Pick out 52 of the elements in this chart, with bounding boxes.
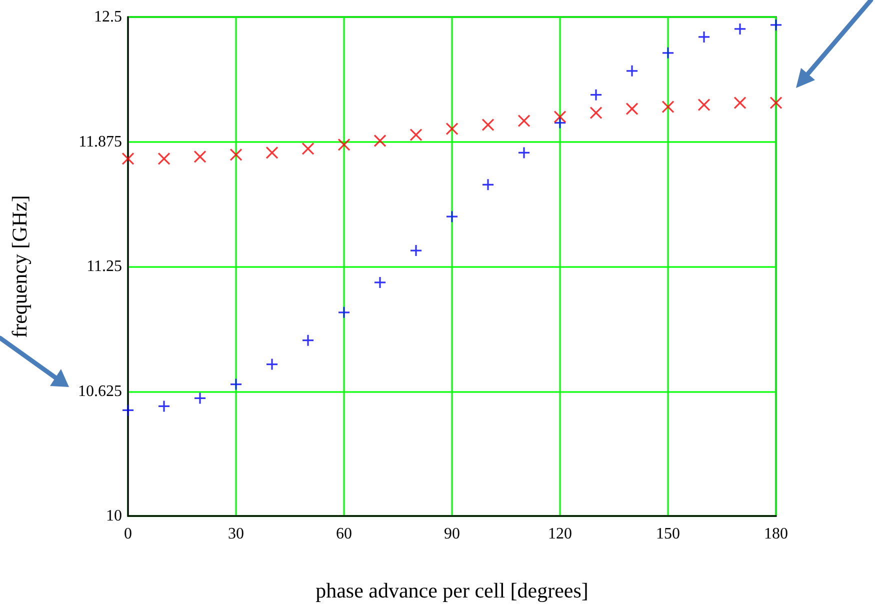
point	[626, 64, 638, 78]
point	[554, 116, 566, 130]
x-axis-title: phase advance per cell [degrees]	[316, 578, 588, 602]
point	[302, 334, 314, 347]
point	[662, 100, 674, 114]
y-tick-label: 10.625	[78, 382, 122, 400]
point	[698, 98, 710, 112]
point	[410, 244, 422, 257]
x-tick-label: 90	[444, 526, 460, 542]
x-tick-label: 180	[764, 526, 788, 542]
y-tick-label: 11.875	[78, 133, 122, 150]
point	[158, 152, 170, 166]
point	[770, 96, 782, 110]
point	[446, 122, 458, 136]
point	[410, 128, 422, 142]
point	[662, 46, 674, 60]
x-tick-label: 0	[124, 526, 132, 542]
y-tick-label: 12.5	[94, 8, 122, 26]
point	[770, 18, 782, 32]
point	[554, 110, 566, 124]
x-tick-label: 60	[336, 526, 352, 542]
point	[338, 306, 350, 319]
point	[518, 146, 530, 160]
point	[446, 210, 458, 223]
x-tick-label: 120	[548, 526, 572, 542]
point	[122, 152, 134, 166]
point	[734, 22, 746, 36]
point	[698, 30, 710, 44]
x-tick-label: 150	[656, 526, 680, 542]
point	[230, 148, 242, 162]
point	[374, 276, 386, 289]
point	[194, 392, 206, 405]
point	[266, 146, 278, 160]
point	[194, 150, 206, 164]
y-axis-title: frequency [GHz]	[8, 195, 32, 338]
point	[734, 96, 746, 110]
y-tick-label: 10	[106, 508, 122, 524]
point	[122, 404, 134, 417]
y-tick-label: 11.25	[86, 258, 122, 275]
point	[230, 378, 242, 391]
x-tick-label: 30	[228, 526, 244, 542]
point	[590, 106, 602, 120]
point	[626, 102, 638, 116]
point	[158, 400, 170, 413]
point	[518, 114, 530, 128]
point	[590, 88, 602, 102]
point	[482, 178, 494, 191]
point	[266, 358, 278, 371]
point	[338, 138, 350, 152]
point	[482, 118, 494, 132]
point	[374, 134, 386, 148]
point	[302, 142, 314, 156]
